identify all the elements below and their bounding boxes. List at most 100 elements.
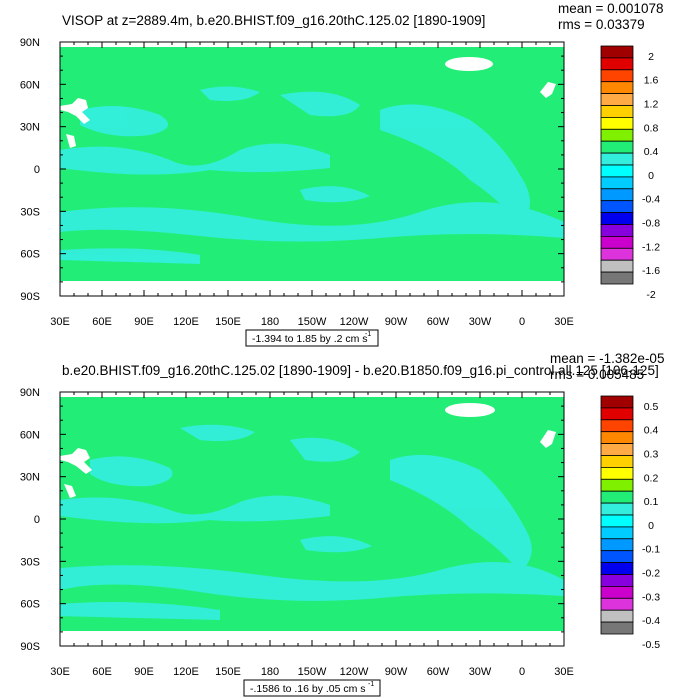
panel-2-axes: 30E 60E 90E 120E 150E 180 150W 120W 90W 60W 30W 0 30… <box>20 387 574 678</box>
colorbar-label: -1.6 <box>642 265 660 277</box>
y-tick-label: 90N <box>20 387 40 399</box>
colorbar-label: 0 <box>648 520 654 532</box>
colorbar-label: 0.1 <box>644 496 659 508</box>
panel-2-anomaly-regions <box>60 424 564 620</box>
colorbar-swatch <box>600 247 634 261</box>
panel-2-land-mask-west <box>60 448 92 474</box>
colorbar-swatch <box>600 478 634 492</box>
x-tick-label: 30E <box>50 666 70 678</box>
x-tick-label: 30W <box>469 316 492 328</box>
colorbar-swatch <box>600 407 634 421</box>
colorbar-swatch <box>600 466 634 480</box>
panel-1-land-mask-islands <box>66 134 76 148</box>
colorbar-swatch <box>600 176 634 190</box>
x-tick-label: 120W <box>340 316 369 328</box>
colorbar-label: -0.4 <box>642 194 660 206</box>
colorbar-label: 1.6 <box>644 75 659 87</box>
colorbar-label: -0.5 <box>642 639 660 651</box>
colorbar-label: -0.8 <box>642 218 660 230</box>
x-tick-label: 60E <box>92 316 112 328</box>
colorbar-swatch <box>600 431 634 445</box>
panel-2-contour-info-text: -.1586 to .16 by .05 cm s <box>250 683 366 695</box>
x-tick-label: 90W <box>385 666 408 678</box>
colorbar-swatch <box>600 259 634 273</box>
colorbar-label: -2 <box>646 289 655 301</box>
panel-1-land-mask-east <box>540 82 556 98</box>
x-tick-label: 60W <box>427 666 450 678</box>
x-tick-label: 0 <box>519 666 525 678</box>
colorbar-swatch <box>600 93 634 106</box>
colorbar-label: 0 <box>648 170 654 182</box>
x-tick-label: 90W <box>385 316 408 328</box>
y-tick-label: 90S <box>20 291 40 303</box>
colorbar-label: 0.3 <box>644 449 659 461</box>
panel-2: b.e20.BHIST.f09_g16.20thC.125.02 [1890-1… <box>20 351 664 697</box>
colorbar-label: -0.2 <box>642 568 660 580</box>
colorbar-swatch <box>600 152 634 166</box>
y-tick-label: 60N <box>20 79 40 91</box>
panel-1-anomaly-regions <box>60 86 564 264</box>
x-tick-label: 150E <box>215 316 241 328</box>
colorbar-swatch <box>600 235 634 249</box>
panel-2-colorbar: 0.5 0.4 0.3 0.2 0.1 0 -0.1 -0.2 -0.3 -0.4 -0.5 <box>600 395 660 651</box>
colorbar-swatch <box>600 212 634 225</box>
x-tick-label: 60E <box>92 666 112 678</box>
colorbar-swatch <box>600 514 634 528</box>
colorbar-label: -0.4 <box>642 615 660 627</box>
colorbar-swatch <box>600 443 634 456</box>
y-tick-label: 0 <box>34 164 40 176</box>
colorbar-swatch <box>600 490 634 504</box>
x-tick-label: 120W <box>340 666 369 678</box>
panel-1-colorbar: 2 1.6 1.2 0.8 0.4 0 -0.4 -0.8 -1.2 -1.6 -2 <box>600 45 660 301</box>
colorbar-swatch <box>600 57 634 71</box>
panel-2-title: b.e20.BHIST.f09_g16.20thC.125.02 [1890-1… <box>62 363 659 378</box>
x-tick-label: 120E <box>173 316 199 328</box>
colorbar-label: 0.4 <box>644 425 659 437</box>
panel-2-contour-info: -.1586 to .16 by .05 cm s -1 <box>243 679 381 697</box>
colorbar-label: 0.4 <box>644 146 659 158</box>
panel-1: VISOP at z=2889.4m, b.e20.BHIST.f09_g16.… <box>20 1 663 347</box>
x-tick-label: 150W <box>298 316 327 328</box>
y-tick-label: 60S <box>20 249 40 261</box>
colorbar-swatch <box>600 395 634 409</box>
colorbar-swatch <box>600 81 634 94</box>
colorbar-swatch <box>600 586 634 599</box>
panel-2-mean: mean = -1.382e-05 <box>550 351 664 366</box>
x-tick-label: 180 <box>261 666 279 678</box>
colorbar-swatch <box>600 621 634 635</box>
panel-2-greenland-mask <box>445 403 495 417</box>
x-tick-label: 0 <box>519 316 525 328</box>
colorbar-label: 2 <box>648 51 654 63</box>
colorbar-swatch <box>600 597 634 611</box>
x-tick-label: 30E <box>554 316 574 328</box>
colorbar-swatch <box>600 455 634 468</box>
colorbar-label: -0.3 <box>642 591 660 603</box>
x-tick-label: 150W <box>298 666 327 678</box>
x-tick-label: 60W <box>427 316 450 328</box>
panel-1-greenland-mask <box>445 57 493 71</box>
y-tick-label: 30S <box>20 556 40 568</box>
panel-2-map <box>60 392 564 646</box>
colorbar-swatch <box>600 224 634 237</box>
x-tick-label: 30E <box>50 316 70 328</box>
x-tick-label: 30W <box>469 666 492 678</box>
panel-1-title: VISOP at z=2889.4m, b.e20.BHIST.f09_g16.… <box>62 13 485 28</box>
y-tick-label: 90N <box>20 37 40 49</box>
colorbar-swatch <box>600 502 634 516</box>
x-tick-label: 180 <box>261 316 279 328</box>
panel-2-rms: rms = 0.005485 <box>550 367 644 382</box>
colorbar-swatch <box>600 200 634 213</box>
y-tick-label: 90S <box>20 641 40 653</box>
colorbar-swatch <box>600 609 634 623</box>
panel-1-land-mask-west <box>60 98 90 124</box>
x-tick-label: 90E <box>134 666 154 678</box>
colorbar-label: 0.5 <box>644 401 659 413</box>
panel-1-map <box>60 42 564 296</box>
colorbar-swatch <box>600 538 634 552</box>
colorbar-label: 0.2 <box>644 472 659 484</box>
y-tick-label: 30N <box>20 122 40 134</box>
colorbar-label: 1.2 <box>644 99 659 111</box>
panel-1-mean: mean = 0.001078 <box>558 1 663 16</box>
y-tick-label: 0 <box>34 514 40 526</box>
panel-1-contour-info: -1.394 to 1.85 by .2 cm s -1 <box>245 329 379 347</box>
